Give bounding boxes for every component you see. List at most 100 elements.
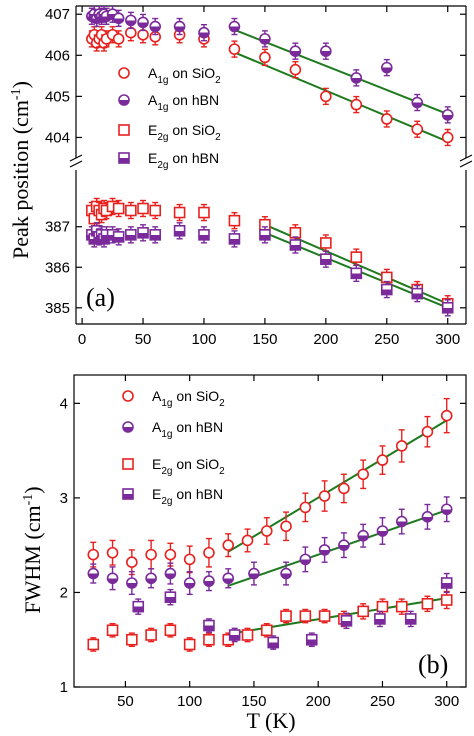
- data-point: [228, 214, 241, 227]
- data-point: [106, 624, 119, 637]
- y-tick-label: 387: [45, 219, 70, 236]
- panel-a-y-axis-label: Peak position (cm-1): [8, 81, 33, 259]
- data-point: [125, 204, 137, 217]
- legend-label: A1g on hBN: [148, 92, 219, 113]
- y-tick-label: 3: [60, 490, 68, 507]
- data-point: [145, 629, 157, 641]
- x-tick-label: 200: [313, 331, 338, 348]
- legend-entry: A1g on SiO2: [118, 65, 221, 86]
- data-point: [440, 594, 453, 606]
- y-tick-label: 4: [60, 395, 68, 412]
- data-point: [259, 229, 271, 241]
- panel-a-frame: [75, 5, 467, 325]
- data-point: [106, 572, 119, 585]
- x-tick-label: 250: [374, 331, 399, 348]
- legend-entry: E2g on hBN: [122, 486, 223, 507]
- data-point: [173, 20, 186, 33]
- data-point: [228, 43, 241, 55]
- data-point: [395, 600, 408, 613]
- data-point: [149, 229, 162, 241]
- x-tick-label: 100: [177, 693, 202, 710]
- data-point: [126, 577, 138, 589]
- data-point: [338, 482, 350, 495]
- data-point: [87, 567, 100, 580]
- data-point: [299, 610, 312, 622]
- data-point: [106, 546, 119, 559]
- data-point: [149, 204, 162, 217]
- data-point: [125, 26, 137, 39]
- data-point: [112, 12, 125, 25]
- data-point: [164, 567, 177, 580]
- data-point: [203, 619, 215, 632]
- data-point: [228, 629, 241, 641]
- data-point: [350, 251, 363, 263]
- data-point: [380, 61, 393, 74]
- data-point: [198, 26, 210, 39]
- data-point: [299, 501, 312, 514]
- data-point: [289, 63, 302, 76]
- legend-marker: [122, 488, 134, 500]
- data-point: [137, 202, 149, 215]
- legend-entry: E2g on hBN: [118, 150, 219, 171]
- panel-b-frame: [73, 374, 467, 688]
- data-point: [318, 544, 331, 556]
- panel-b-y-axis-label: FWHM (cm-1): [20, 486, 45, 613]
- data-point: [380, 283, 393, 296]
- data-point: [137, 16, 149, 29]
- data-point: [374, 613, 386, 625]
- axis-break-marks: [69, 154, 473, 168]
- data-point: [241, 534, 254, 547]
- data-point: [441, 109, 454, 121]
- y-tick-label: 407: [45, 6, 70, 23]
- data-point: [441, 131, 454, 144]
- data-point: [289, 45, 302, 57]
- data-point: [376, 525, 389, 537]
- legend-marker: [118, 94, 130, 106]
- fit-line: [227, 419, 448, 553]
- data-point: [183, 553, 196, 566]
- data-point: [376, 600, 389, 613]
- data-point: [87, 638, 100, 651]
- data-point: [137, 28, 149, 41]
- data-point: [260, 624, 273, 637]
- data-point: [203, 546, 215, 559]
- data-point: [350, 72, 363, 84]
- data-point: [112, 202, 125, 215]
- y-tick-label: 385: [45, 300, 70, 317]
- data-point: [318, 610, 331, 622]
- x-tick-label: 150: [252, 331, 277, 348]
- data-point: [203, 633, 215, 646]
- y-tick-label: 386: [45, 259, 70, 276]
- data-point: [112, 33, 125, 45]
- data-point: [203, 575, 215, 587]
- y-tick-label: 1: [60, 679, 68, 696]
- legend-entry: A1g on hBN: [122, 419, 223, 440]
- data-point: [183, 577, 196, 589]
- data-point: [280, 520, 292, 533]
- x-tick-label: 100: [191, 331, 216, 348]
- data-point: [376, 454, 389, 466]
- data-point: [440, 409, 453, 422]
- x-tick-label: 300: [434, 693, 459, 710]
- legend-marker: [122, 421, 134, 433]
- data-point: [183, 638, 196, 651]
- data-point: [441, 301, 454, 314]
- data-point: [125, 229, 137, 241]
- legend-marker: [118, 124, 130, 136]
- legend-label: E2g on hBN: [152, 486, 223, 507]
- data-point: [87, 548, 100, 561]
- data-point: [145, 572, 157, 585]
- data-point: [198, 229, 210, 241]
- data-point: [320, 253, 332, 265]
- data-point: [267, 636, 280, 649]
- data-point: [380, 113, 393, 125]
- x-tick-label: 300: [435, 331, 460, 348]
- data-point: [259, 33, 271, 45]
- data-point: [421, 597, 434, 610]
- panel-a-label: (a): [86, 283, 115, 312]
- data-point: [145, 548, 157, 561]
- legend-label: E2g on SiO2: [148, 122, 221, 143]
- data-point: [222, 572, 235, 585]
- data-point: [112, 231, 125, 243]
- legend-marker: [118, 152, 130, 164]
